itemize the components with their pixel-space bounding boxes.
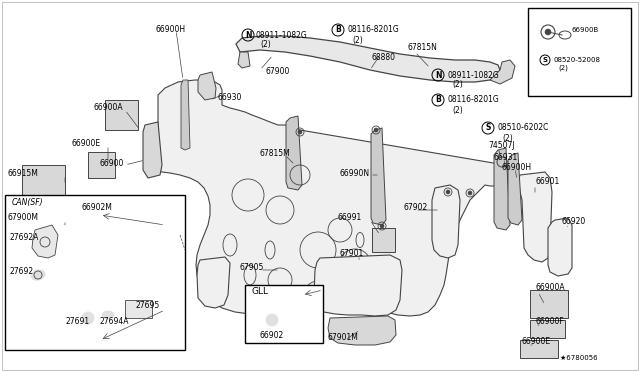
Text: GLL: GLL: [252, 288, 269, 296]
Circle shape: [266, 314, 278, 326]
Text: 27694A: 27694A: [100, 317, 129, 327]
Text: (2): (2): [558, 65, 568, 71]
Text: 08116-8201G: 08116-8201G: [447, 96, 499, 105]
Text: 66902: 66902: [260, 331, 284, 340]
Text: 08116-8201G: 08116-8201G: [347, 26, 399, 35]
Polygon shape: [518, 172, 552, 262]
Polygon shape: [197, 257, 230, 308]
Text: (2): (2): [260, 41, 271, 49]
Circle shape: [374, 128, 378, 132]
Circle shape: [82, 312, 94, 324]
Text: 27692: 27692: [10, 267, 34, 276]
Text: 27695: 27695: [135, 301, 159, 310]
Circle shape: [545, 29, 551, 35]
Text: (2): (2): [452, 106, 463, 115]
Text: 66900: 66900: [100, 158, 124, 167]
Polygon shape: [105, 100, 138, 130]
Text: B: B: [335, 26, 341, 35]
Text: ★678⁢0056: ★678⁢0056: [560, 355, 598, 361]
Circle shape: [298, 130, 302, 134]
FancyBboxPatch shape: [245, 285, 323, 343]
Text: 74507J: 74507J: [488, 141, 515, 150]
Polygon shape: [490, 60, 515, 84]
Polygon shape: [328, 316, 396, 345]
Circle shape: [446, 190, 450, 194]
Text: 66930: 66930: [218, 93, 243, 103]
Ellipse shape: [31, 270, 45, 280]
Text: N: N: [435, 71, 441, 80]
Text: 66900H: 66900H: [155, 26, 185, 35]
Text: 66900E: 66900E: [522, 337, 551, 346]
Text: 67901M: 67901M: [328, 334, 359, 343]
Text: 66920: 66920: [562, 218, 586, 227]
Text: 08510-6202C: 08510-6202C: [497, 124, 548, 132]
Polygon shape: [198, 72, 216, 100]
Text: 66900A: 66900A: [94, 103, 124, 112]
Text: 67901: 67901: [340, 248, 364, 257]
Polygon shape: [22, 165, 65, 205]
Text: 68880: 68880: [372, 54, 396, 62]
Text: 66900B: 66900B: [572, 27, 599, 33]
FancyBboxPatch shape: [528, 8, 631, 96]
Polygon shape: [314, 255, 402, 316]
Polygon shape: [371, 128, 386, 225]
Circle shape: [380, 224, 384, 228]
Text: 66931: 66931: [494, 153, 518, 161]
Text: (2): (2): [502, 134, 513, 142]
Polygon shape: [530, 290, 568, 318]
Polygon shape: [494, 148, 510, 230]
Text: 67815N: 67815N: [408, 44, 438, 52]
Polygon shape: [155, 80, 510, 316]
Text: N: N: [244, 31, 252, 39]
Text: S: S: [485, 124, 491, 132]
Text: 27691: 27691: [65, 317, 89, 327]
Polygon shape: [286, 116, 302, 190]
Polygon shape: [432, 185, 460, 258]
FancyBboxPatch shape: [5, 195, 185, 350]
Polygon shape: [22, 215, 65, 245]
Polygon shape: [143, 122, 162, 178]
Text: S: S: [543, 57, 547, 63]
Circle shape: [468, 191, 472, 195]
Text: 67815M: 67815M: [260, 148, 291, 157]
Text: (2): (2): [352, 35, 363, 45]
Text: 67902: 67902: [403, 203, 428, 212]
Polygon shape: [508, 153, 522, 225]
Text: 67900M: 67900M: [8, 214, 39, 222]
Polygon shape: [530, 320, 565, 338]
Text: 66900E: 66900E: [72, 138, 101, 148]
Text: 08911-1082G: 08911-1082G: [256, 31, 308, 39]
Text: 67905: 67905: [240, 263, 264, 273]
Text: 08520-52008: 08520-52008: [553, 57, 600, 63]
Polygon shape: [548, 218, 572, 276]
Text: (2): (2): [452, 80, 463, 90]
Polygon shape: [238, 52, 250, 68]
Text: 66915M: 66915M: [8, 169, 39, 177]
Text: 66900A: 66900A: [535, 283, 564, 292]
Text: 08911-1082G: 08911-1082G: [447, 71, 499, 80]
Polygon shape: [372, 228, 395, 252]
Text: 66902M: 66902M: [82, 203, 113, 212]
Text: B: B: [435, 96, 441, 105]
Polygon shape: [125, 300, 152, 318]
Text: CAN(SF): CAN(SF): [12, 198, 44, 206]
Polygon shape: [520, 340, 558, 358]
Polygon shape: [181, 80, 190, 150]
Text: 66900H: 66900H: [502, 164, 532, 173]
Polygon shape: [236, 36, 500, 82]
Polygon shape: [32, 225, 58, 258]
Polygon shape: [88, 152, 115, 178]
Text: 66990N: 66990N: [340, 169, 370, 177]
Text: 66991: 66991: [338, 214, 362, 222]
Text: 66900F: 66900F: [535, 317, 564, 327]
Ellipse shape: [102, 311, 114, 319]
Text: 27692A: 27692A: [10, 234, 40, 243]
Text: 67900: 67900: [265, 67, 289, 77]
Text: 66901: 66901: [535, 177, 559, 186]
